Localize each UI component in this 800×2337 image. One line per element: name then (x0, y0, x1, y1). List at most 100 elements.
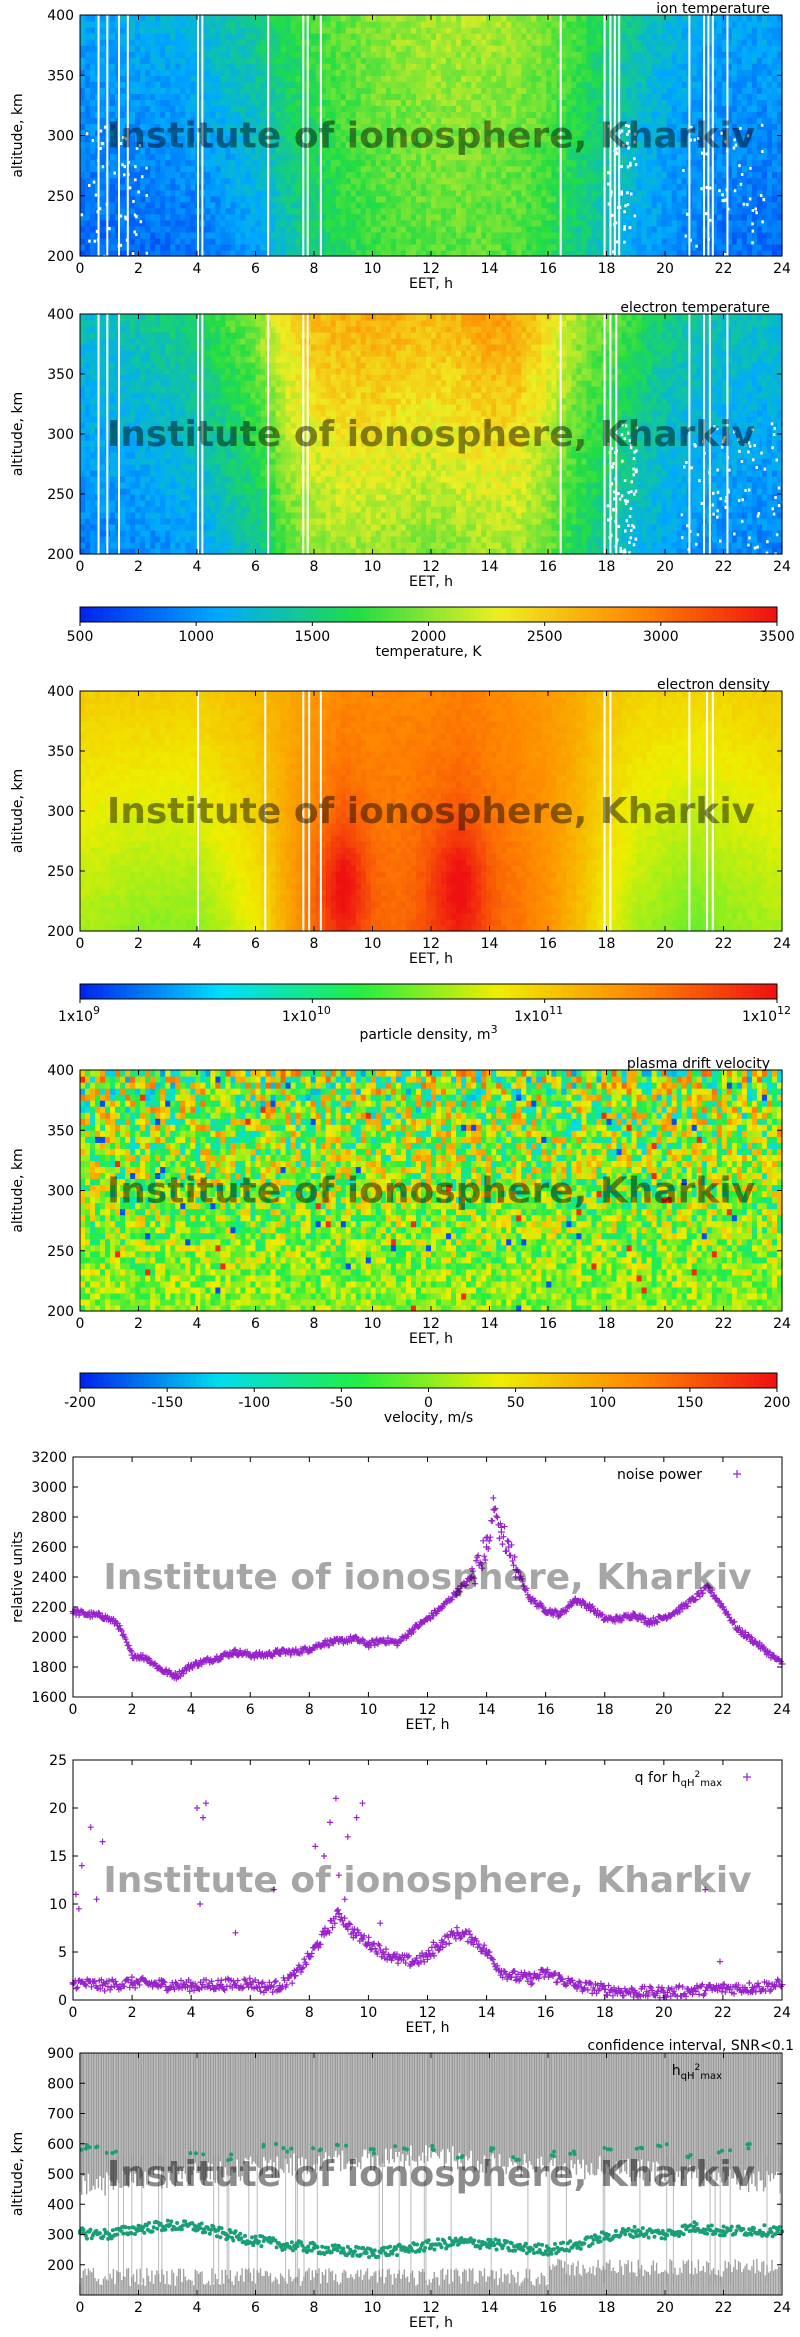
heatmap-cell (215, 57, 221, 64)
heatmap-cell (110, 201, 116, 209)
heatmap-cell (375, 153, 382, 161)
heatmap-cell (350, 165, 357, 173)
heatmap-cell (546, 183, 552, 191)
heatmap-cell (415, 207, 422, 215)
heatmap-cell (541, 135, 547, 143)
heatmap-cell (486, 27, 492, 34)
heatmap-cell (541, 45, 547, 52)
heatmap-cell (190, 75, 196, 82)
heatmap-cell (415, 183, 422, 191)
heatmap-cell (285, 21, 292, 28)
heatmap-cell (205, 189, 211, 197)
heatmap-cell (215, 177, 221, 185)
heatmap-cell (310, 135, 317, 143)
heatmap-cell (225, 99, 232, 106)
heatmap-cell (425, 117, 432, 125)
heatmap-cell (320, 15, 327, 22)
heatmap-cell (350, 237, 357, 245)
heatmap-cell (210, 21, 216, 28)
heatmap-cell (310, 111, 317, 119)
heatmap-cell (576, 45, 583, 52)
heatmap-cell (581, 201, 588, 209)
heatmap-cell (385, 51, 392, 58)
heatmap-cell (471, 171, 477, 179)
heatmap-cell (441, 27, 447, 34)
heatmap-cell (365, 237, 372, 245)
heatmap-cell (175, 219, 181, 227)
heatmap-cell (471, 135, 477, 143)
heatmap-cell (360, 111, 367, 119)
heatmap-cell (310, 105, 317, 113)
heatmap-cell (110, 45, 116, 52)
heatmap-cell (185, 81, 191, 88)
heatmap-cell (345, 57, 352, 64)
heatmap-cell (425, 159, 432, 167)
heatmap-cell (395, 45, 402, 52)
heatmap-cell (591, 51, 598, 58)
heatmap-cell (551, 75, 557, 82)
heatmap-cell (350, 231, 357, 239)
heatmap-cell (225, 129, 232, 137)
heatmap-cell (245, 189, 252, 197)
heatmap-cell (180, 117, 186, 125)
heatmap-cell (355, 165, 362, 173)
heatmap-cell (661, 159, 668, 167)
heatmap-cell (516, 165, 522, 173)
heatmap-cell (110, 123, 116, 131)
heatmap-cell (415, 51, 422, 58)
heatmap-cell (486, 129, 492, 137)
heatmap-cell (551, 69, 557, 76)
heatmap-cell (496, 159, 502, 167)
heatmap-cell (170, 75, 176, 82)
heatmap-cell (566, 183, 572, 191)
heatmap-cell (395, 123, 402, 131)
heatmap-cell (476, 141, 482, 149)
heatmap-cell (636, 75, 643, 82)
heatmap-cell (385, 129, 392, 137)
heatmap-cell (501, 57, 507, 64)
heatmap-cell (235, 225, 242, 233)
heatmap-cell (596, 135, 603, 143)
heatmap-cell (501, 207, 507, 215)
heatmap-cell (481, 81, 487, 88)
heatmap-cell (270, 99, 277, 106)
heatmap-cell (270, 153, 277, 161)
heatmap-cell (446, 81, 452, 88)
heatmap-cell (556, 129, 562, 137)
heatmap-cell (656, 195, 663, 203)
heatmap-cell (425, 213, 432, 221)
heatmap-cell (170, 231, 176, 239)
heatmap-cell (425, 45, 432, 52)
heatmap-cell (310, 75, 317, 82)
heatmap-cell (360, 165, 367, 173)
heatmap-cell (521, 243, 527, 251)
heatmap-cell (516, 105, 522, 113)
heatmap-cell (385, 147, 392, 155)
heatmap-cell (506, 81, 512, 88)
heatmap-cell (526, 153, 532, 161)
heatmap-cell (280, 21, 287, 28)
heatmap-cell (596, 237, 603, 245)
heatmap-cell (651, 243, 658, 251)
heatmap-cell (591, 117, 598, 125)
heatmap-cell (180, 189, 186, 197)
heatmap-cell (641, 69, 648, 76)
heatmap-cell (315, 141, 322, 149)
heatmap-cell (155, 165, 161, 173)
heatmap-cell (456, 183, 462, 191)
heatmap-cell (160, 111, 166, 119)
heatmap-cell (511, 213, 517, 221)
heatmap-cell (696, 99, 703, 106)
heatmap-cell (210, 75, 216, 82)
heatmap-cell (456, 201, 462, 209)
heatmap-cell (175, 99, 181, 106)
heatmap-cell (160, 69, 166, 76)
heatmap-cell (325, 129, 332, 137)
heatmap-cell (400, 129, 407, 137)
heatmap-cell (215, 93, 221, 100)
heatmap-cell (576, 57, 583, 64)
heatmap-cell (681, 45, 688, 52)
heatmap-cell (130, 135, 136, 143)
heatmap-cell (541, 231, 547, 239)
heatmap-cell (506, 249, 512, 257)
